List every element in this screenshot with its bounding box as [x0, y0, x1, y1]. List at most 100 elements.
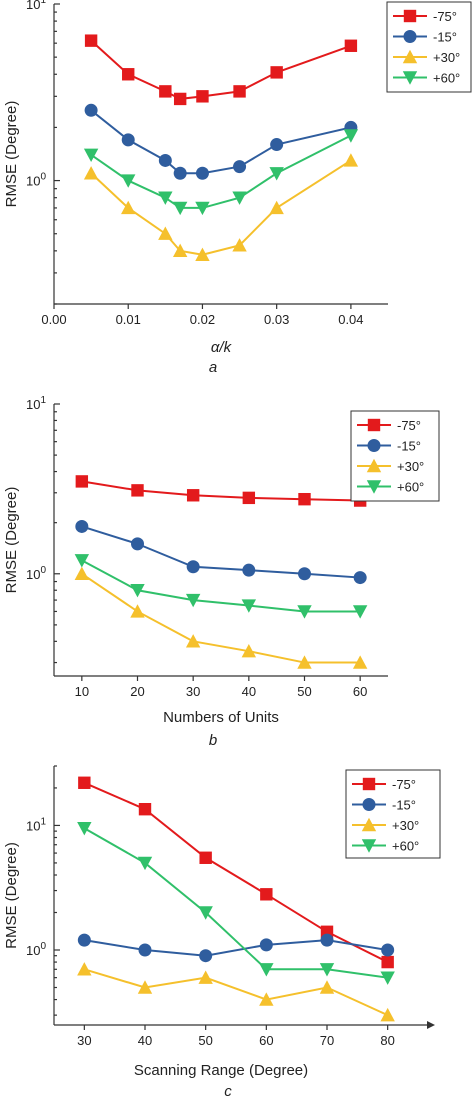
series--75° — [75, 475, 367, 507]
data-point — [130, 604, 145, 618]
x-axis-title: α/k — [211, 339, 233, 356]
data-point — [352, 655, 368, 669]
y-tick-label: 101 — [26, 816, 46, 833]
series-+30° — [83, 153, 359, 261]
data-point — [172, 243, 188, 258]
data-point — [199, 949, 213, 963]
data-point — [353, 571, 367, 585]
series-line — [83, 781, 389, 963]
x-tick-label: 50 — [297, 684, 311, 699]
data-point — [298, 492, 311, 506]
y-axis-title: RMSE (Degree) — [3, 487, 20, 594]
data-point — [259, 938, 273, 952]
data-point — [343, 153, 359, 167]
data-point — [83, 148, 99, 162]
series-+60° — [77, 822, 395, 985]
legend-marker — [402, 49, 418, 64]
x-tick-label: 0.04 — [338, 312, 363, 327]
data-point — [344, 39, 358, 52]
data-point — [241, 599, 257, 613]
data-point — [270, 66, 283, 79]
y-axis-title: RMSE (Degree) — [3, 101, 20, 208]
x-tick-label: 40 — [138, 1033, 152, 1048]
x-axis-title: Numbers of Units — [163, 709, 279, 726]
data-point — [352, 605, 368, 619]
series-line — [81, 572, 361, 664]
x-tick-label: 0.01 — [116, 312, 141, 327]
panel-label: a — [209, 359, 217, 376]
legend-label: -15° — [397, 439, 421, 454]
data-point — [137, 980, 153, 994]
series-+60° — [83, 129, 359, 216]
legend-marker — [361, 839, 377, 853]
x-tick-label: 10 — [75, 684, 89, 699]
series--15° — [77, 933, 395, 963]
legend-label: -75° — [392, 777, 416, 792]
series-line — [83, 827, 388, 979]
data-point — [84, 34, 98, 47]
x-tick-label: 0.00 — [41, 312, 66, 327]
data-point — [195, 201, 210, 216]
data-point — [77, 933, 91, 947]
data-point — [121, 200, 136, 215]
data-point — [233, 160, 247, 174]
x-tick-label: 0.02 — [190, 312, 215, 327]
y-tick-label: 101 — [26, 395, 46, 412]
data-point — [198, 906, 213, 920]
legend-marker — [362, 777, 376, 791]
series-line — [90, 134, 352, 209]
data-point — [130, 584, 145, 598]
y-tick-label: 100 — [26, 172, 46, 189]
legend-marker — [361, 817, 377, 832]
x-tick-label: 20 — [130, 684, 144, 699]
data-point — [185, 593, 201, 608]
x-tick-label: 30 — [77, 1033, 91, 1048]
chart-panel-b: 100 101 10 20 30 40 50 60 Numbers of Units RMSE (… — [3, 395, 440, 749]
data-point — [159, 85, 172, 98]
series--15° — [75, 519, 367, 585]
data-point — [259, 992, 274, 1006]
data-point — [297, 655, 312, 669]
data-point — [131, 484, 144, 497]
legend-label: -15° — [392, 798, 416, 813]
x-tick-label: 60 — [353, 684, 367, 699]
data-point — [186, 560, 200, 574]
data-point — [74, 566, 90, 580]
series--75° — [78, 776, 394, 969]
x-tick-label: 50 — [198, 1033, 212, 1048]
legend-label: +60° — [397, 480, 424, 495]
y-tick-label: 101 — [26, 0, 46, 12]
data-point — [121, 174, 136, 188]
data-point — [138, 802, 152, 816]
legend: -75° -15° +30° +60° — [345, 769, 441, 859]
legend-marker — [402, 71, 418, 85]
data-point — [172, 201, 188, 216]
data-point — [199, 851, 212, 864]
data-point — [269, 167, 284, 181]
legend-marker — [403, 9, 417, 23]
data-point — [195, 166, 209, 180]
panel-label: c — [224, 1083, 232, 1100]
x-tick-label: 80 — [380, 1033, 394, 1048]
data-point — [173, 166, 187, 180]
legend-marker — [366, 458, 382, 473]
data-point — [158, 191, 173, 205]
data-point — [260, 888, 273, 901]
data-point — [297, 605, 312, 619]
legend-marker — [362, 798, 376, 811]
legend-marker — [366, 480, 382, 494]
data-point — [380, 971, 395, 985]
y-tick-label: 100 — [26, 565, 46, 582]
x-axis-arrow — [427, 1021, 435, 1029]
legend: -75° -15° +30° +60° — [350, 410, 440, 502]
data-point — [78, 776, 91, 789]
data-point — [131, 537, 144, 551]
data-point — [241, 643, 257, 658]
legend-label: -75° — [433, 9, 457, 24]
data-point — [173, 92, 187, 106]
data-point — [380, 1007, 395, 1022]
data-point — [259, 963, 274, 977]
series-line — [84, 968, 389, 1017]
data-point — [84, 103, 98, 117]
